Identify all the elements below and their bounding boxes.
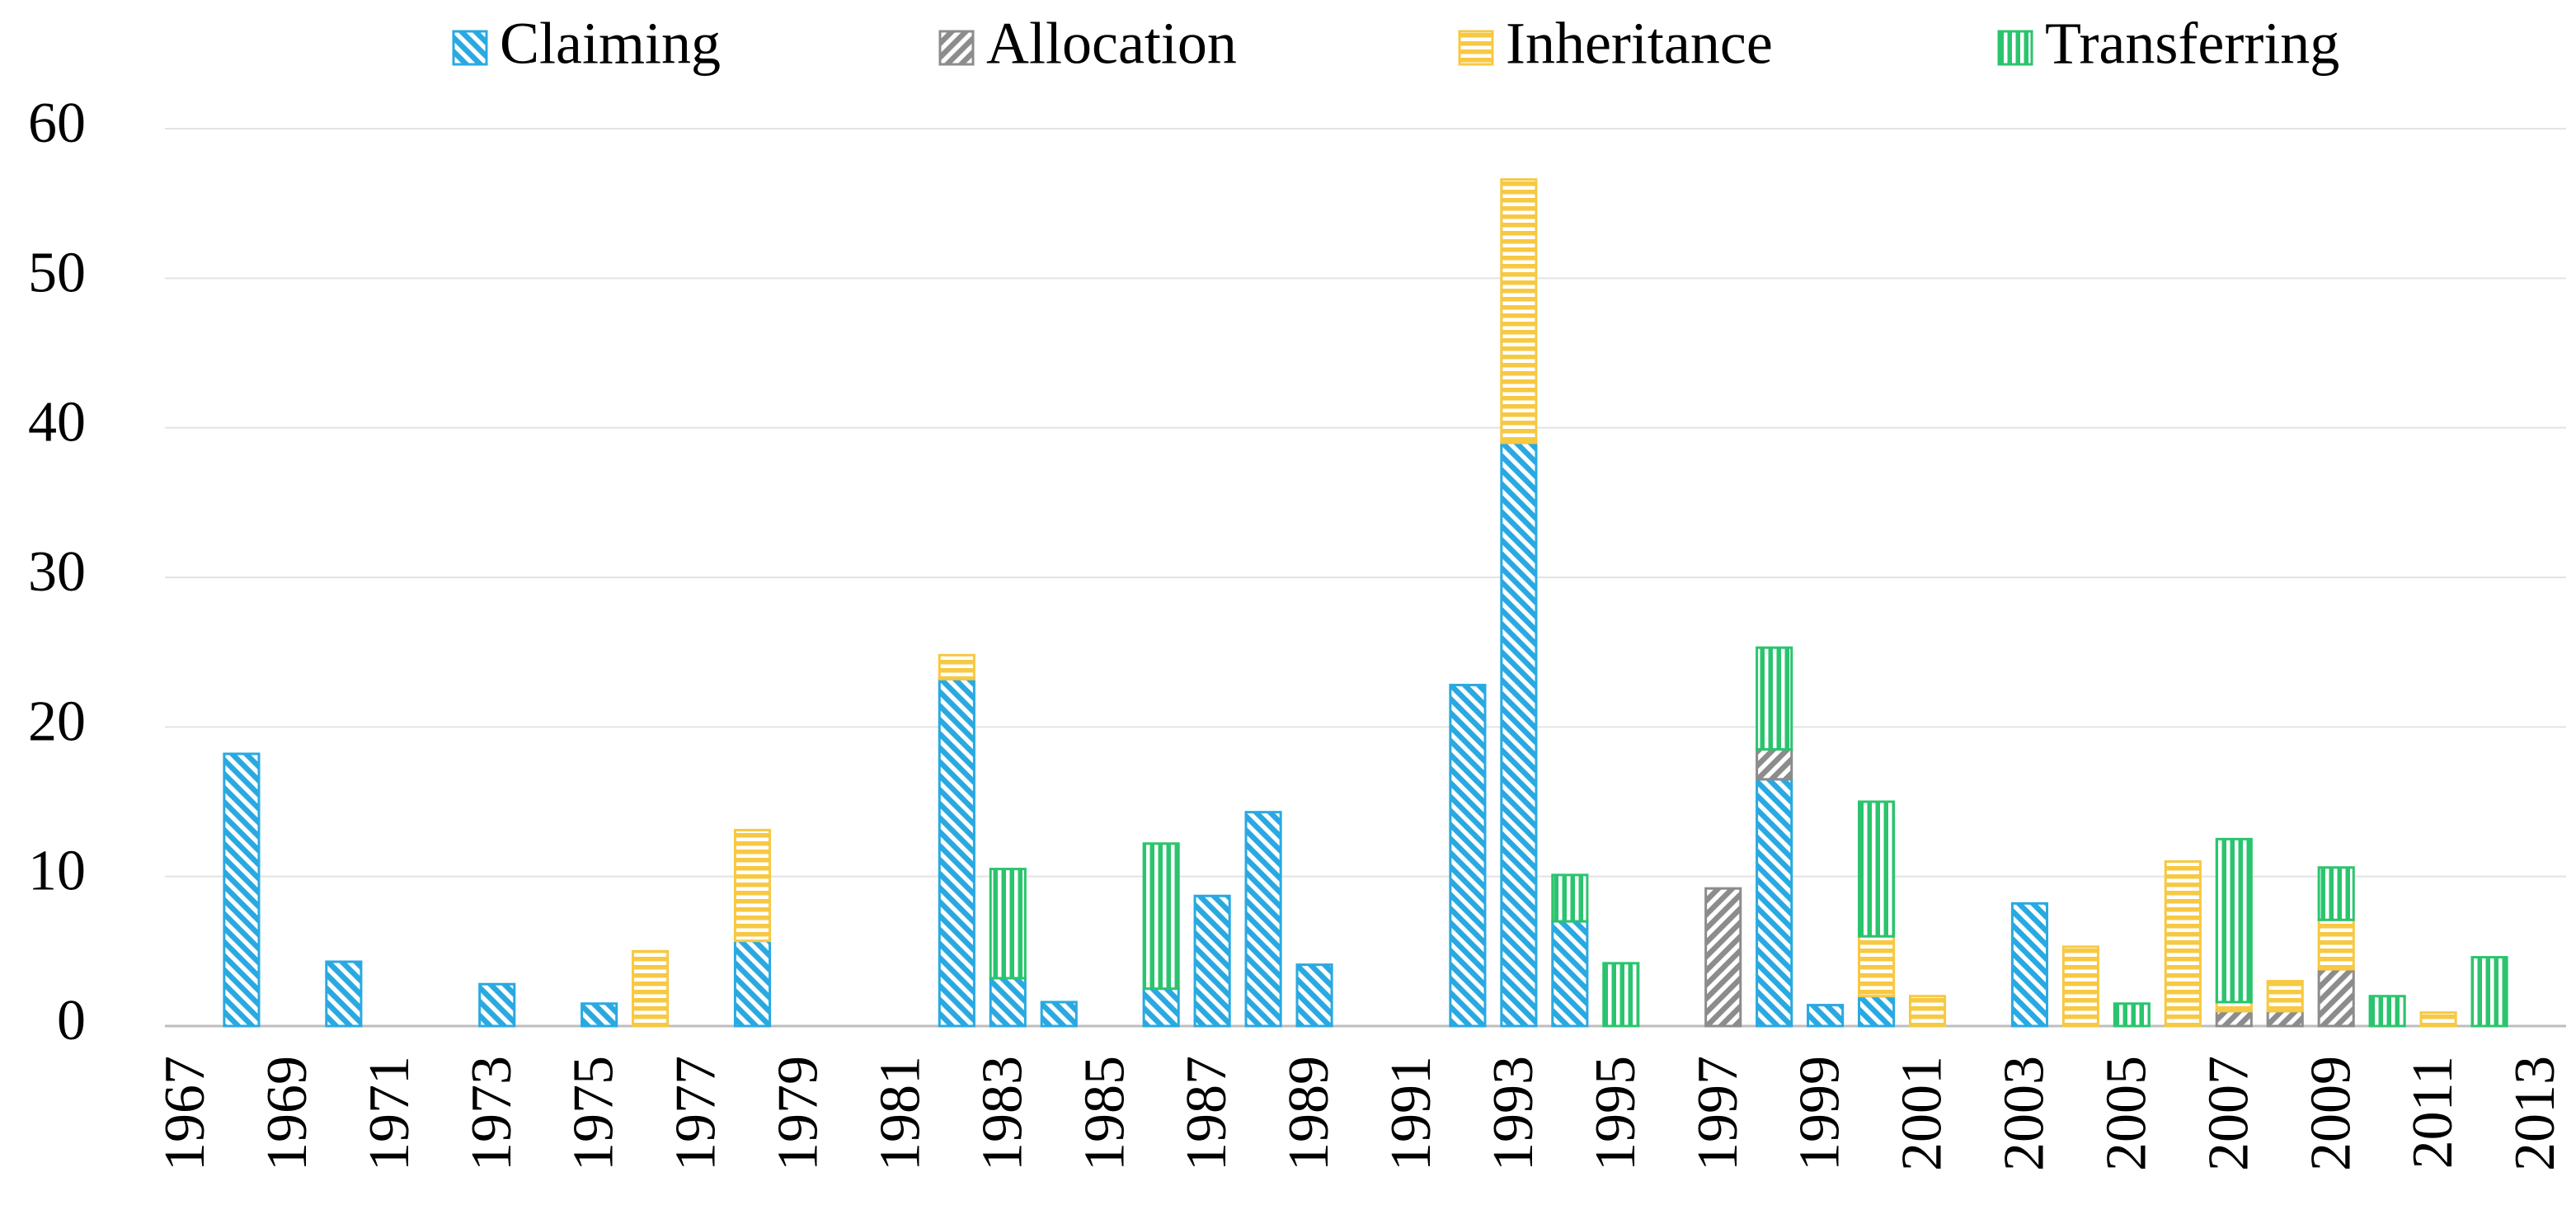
legend-label: Claiming bbox=[500, 11, 721, 77]
x-tick-label: 2001 bbox=[1891, 1056, 1954, 1171]
bar-segment bbox=[1295, 963, 1333, 1028]
bar-segment bbox=[1756, 748, 1793, 781]
x-tick-label: 1979 bbox=[767, 1056, 830, 1171]
bar-segment bbox=[2215, 1000, 2253, 1013]
bar-segment bbox=[2113, 1002, 2151, 1028]
y-tick-label: 40 bbox=[28, 391, 86, 454]
bar-segment bbox=[2010, 902, 2049, 1028]
bar-segment bbox=[1704, 887, 1742, 1028]
bar-segment bbox=[2061, 945, 2099, 1028]
bar-segment bbox=[478, 982, 516, 1028]
legend-label: Transferring bbox=[2045, 11, 2339, 77]
bar-segment bbox=[1142, 987, 1180, 1028]
bar-segment bbox=[223, 752, 261, 1028]
x-tick-label: 1987 bbox=[1175, 1056, 1239, 1171]
bar-segment bbox=[733, 939, 772, 1028]
bar-segment bbox=[2266, 1010, 2304, 1028]
y-tick-label: 50 bbox=[28, 241, 86, 304]
x-tick-label: 1971 bbox=[358, 1056, 421, 1171]
bar-segment bbox=[1244, 811, 1282, 1028]
bar-segment bbox=[733, 828, 772, 943]
x-tick-label: 1969 bbox=[256, 1056, 319, 1171]
bar-segment bbox=[2215, 1010, 2253, 1028]
bar-segment bbox=[325, 960, 363, 1028]
x-tick-label: 1995 bbox=[1584, 1056, 1648, 1171]
x-tick-label: 1981 bbox=[868, 1056, 932, 1171]
x-tick-label: 1999 bbox=[1789, 1056, 1852, 1171]
bar-segment bbox=[1500, 441, 1538, 1028]
bar-segment bbox=[1858, 995, 1896, 1028]
x-tick-label: 1977 bbox=[665, 1056, 728, 1171]
bar-segment bbox=[2470, 956, 2508, 1028]
y-tick-label: 60 bbox=[28, 92, 86, 155]
bar-segment bbox=[989, 868, 1027, 980]
x-tick-label: 2009 bbox=[2299, 1056, 2362, 1171]
y-tick-label: 30 bbox=[28, 540, 86, 604]
bar-segment bbox=[1858, 934, 1896, 998]
bar-segment bbox=[989, 977, 1027, 1028]
legend-label: Allocation bbox=[986, 11, 1237, 77]
bar-segment bbox=[1500, 178, 1538, 445]
x-tick-label: 1993 bbox=[1482, 1056, 1545, 1171]
y-tick-label: 20 bbox=[28, 690, 86, 753]
bar-segment bbox=[2215, 837, 2253, 1004]
bar-segment bbox=[1908, 995, 1947, 1028]
x-tick-label: 1967 bbox=[153, 1056, 217, 1171]
bar-segment bbox=[1449, 684, 1487, 1028]
legend-swatch bbox=[1458, 30, 1494, 66]
bar-segment bbox=[2317, 866, 2355, 921]
bar-segment bbox=[2419, 1011, 2457, 1028]
bar-segment bbox=[1551, 920, 1589, 1028]
legend-swatch bbox=[1997, 30, 2033, 66]
bar-segment bbox=[1602, 962, 1640, 1028]
bar-segment bbox=[1040, 1000, 1078, 1028]
legend-swatch bbox=[452, 30, 488, 66]
x-tick-label: 2013 bbox=[2503, 1056, 2567, 1171]
bar-segment bbox=[1142, 842, 1180, 991]
bar-segment bbox=[2317, 967, 2355, 1028]
legend-label: Inheritance bbox=[1506, 11, 1773, 77]
bar-segment bbox=[1551, 873, 1589, 923]
y-tick-label: 10 bbox=[28, 840, 86, 903]
y-tick-label: 0 bbox=[57, 989, 86, 1052]
bar-segment bbox=[2266, 980, 2304, 1013]
bar-segment bbox=[1858, 800, 1896, 938]
bar-segment bbox=[938, 677, 975, 1028]
x-tick-label: 2003 bbox=[1993, 1056, 2057, 1171]
x-tick-label: 1997 bbox=[1686, 1056, 1750, 1171]
bar-segment bbox=[1807, 1004, 1845, 1028]
bar-segment bbox=[2317, 918, 2355, 971]
x-tick-label: 1989 bbox=[1277, 1056, 1341, 1171]
x-tick-label: 2011 bbox=[2401, 1056, 2465, 1169]
x-tick-label: 2005 bbox=[2094, 1056, 2158, 1171]
bar-segment bbox=[632, 949, 670, 1028]
x-tick-label: 1991 bbox=[1380, 1056, 1443, 1171]
x-tick-label: 1983 bbox=[971, 1056, 1034, 1171]
x-tick-label: 1975 bbox=[562, 1056, 626, 1171]
x-tick-label: 2007 bbox=[2197, 1056, 2260, 1171]
bar-segment bbox=[581, 1002, 618, 1028]
bar-segment bbox=[1193, 894, 1231, 1028]
legend-swatch bbox=[938, 30, 975, 66]
bar-segment bbox=[2164, 860, 2202, 1028]
bar-segment bbox=[2368, 995, 2406, 1028]
bar-segment bbox=[1756, 646, 1793, 751]
bar-segment bbox=[1756, 778, 1793, 1028]
bar-segment bbox=[938, 653, 975, 680]
x-tick-label: 1973 bbox=[460, 1056, 524, 1171]
x-tick-label: 1985 bbox=[1073, 1056, 1136, 1171]
